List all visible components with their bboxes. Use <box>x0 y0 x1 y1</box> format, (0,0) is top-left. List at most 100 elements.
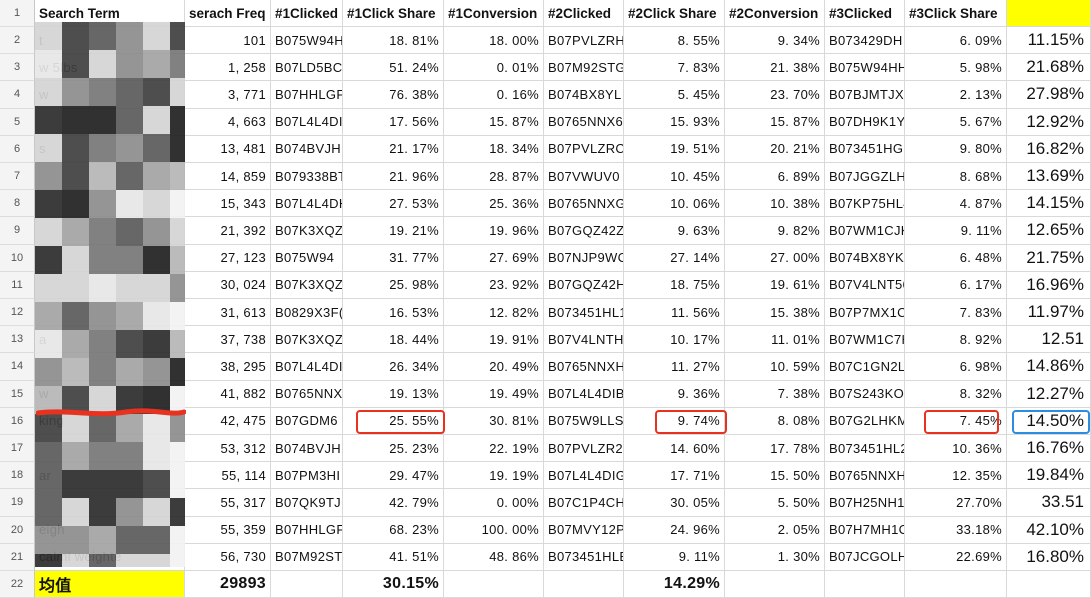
cell-c1[interactable]: B07K3XQZ <box>271 326 343 354</box>
column-header-v2[interactable]: #2Conversion <box>725 0 825 27</box>
cell-v2[interactable]: 6. 89% <box>725 163 825 191</box>
row-header[interactable]: 19 <box>0 489 35 517</box>
cell-c1[interactable]: B07GDM6 <box>271 407 343 435</box>
cell-s3[interactable]: 8. 32% <box>905 380 1007 408</box>
cell-k[interactable]: 21.68% <box>1007 54 1091 82</box>
cell-s3[interactable]: 5. 67% <box>905 108 1007 136</box>
row-header[interactable]: 12 <box>0 299 35 327</box>
cell-k[interactable]: 33.51 <box>1007 489 1091 517</box>
row-header[interactable]: 2 <box>0 27 35 55</box>
cell-s1[interactable]: 19. 21% <box>343 217 444 245</box>
column-header-c3[interactable]: #3Clicked <box>825 0 905 27</box>
cell-s2[interactable]: 15. 93% <box>624 108 725 136</box>
cell-c1[interactable]: B07L4L4DI <box>271 108 343 136</box>
cell-v2[interactable]: 15. 50% <box>725 462 825 490</box>
column-header-s3[interactable]: #3Click Share <box>905 0 1007 27</box>
cell-c1[interactable]: B07QK9TJ <box>271 489 343 517</box>
cell-v1[interactable]: 23. 92% <box>444 271 544 299</box>
cell-s2[interactable]: 10. 17% <box>624 326 725 354</box>
cell-freq[interactable]: 42, 475 <box>185 407 271 435</box>
cell-k[interactable]: 27.98% <box>1007 81 1091 109</box>
cell-v2[interactable]: 10. 59% <box>725 353 825 381</box>
cell-s3[interactable]: 7. 83% <box>905 299 1007 327</box>
cell-c1[interactable]: B0829X3F( <box>271 299 343 327</box>
cell-s1[interactable]: 27. 53% <box>343 190 444 218</box>
cell-s3[interactable]: 9. 11% <box>905 217 1007 245</box>
cell-v2[interactable]: 27. 00% <box>725 244 825 272</box>
row-header[interactable]: 3 <box>0 54 35 82</box>
cell-c3[interactable]: B07C1GN2L <box>825 353 905 381</box>
cell-k[interactable]: 16.96% <box>1007 271 1091 299</box>
row-header[interactable]: 10 <box>0 244 35 272</box>
cell-v2[interactable]: 21. 38% <box>725 54 825 82</box>
cell-c3[interactable]: B07BJMTJX <box>825 81 905 109</box>
cell-s2[interactable]: 18. 75% <box>624 271 725 299</box>
cell-freq[interactable]: 4, 663 <box>185 108 271 136</box>
cell-v1[interactable]: 18. 00% <box>444 27 544 55</box>
cell-c2[interactable]: B07L4L4DIB <box>544 380 624 408</box>
cell-s2[interactable]: 10. 45% <box>624 163 725 191</box>
cell-freq[interactable]: 55, 114 <box>185 462 271 490</box>
cell-v2[interactable]: 20. 21% <box>725 135 825 163</box>
cell-s2[interactable]: 19. 51% <box>624 135 725 163</box>
cell-c3[interactable]: B073451HL2 <box>825 435 905 463</box>
cell-v1[interactable]: 20. 49% <box>444 353 544 381</box>
column-header-s1[interactable]: #1Click Share <box>343 0 444 27</box>
cell-s1[interactable]: 21. 96% <box>343 163 444 191</box>
cell-v1[interactable]: 19. 49% <box>444 380 544 408</box>
cell-v2[interactable]: 11. 01% <box>725 326 825 354</box>
cell-c2[interactable]: B073451HL1 <box>544 299 624 327</box>
row-header[interactable]: 17 <box>0 435 35 463</box>
cell-c3[interactable]: B0765NNXH <box>825 462 905 490</box>
cell-v2[interactable]: 5. 50% <box>725 489 825 517</box>
cell-k[interactable]: 14.50% <box>1007 407 1091 435</box>
column-header-freq[interactable]: serach Freq <box>185 0 271 27</box>
cell-s2[interactable]: 14. 60% <box>624 435 725 463</box>
cell-s3[interactable]: 9. 80% <box>905 135 1007 163</box>
row-header[interactable]: 18 <box>0 462 35 490</box>
column-header-c1[interactable]: #1Clicked <box>271 0 343 27</box>
cell-s2[interactable]: 17. 71% <box>624 462 725 490</box>
cell-s3[interactable]: 5. 98% <box>905 54 1007 82</box>
cell-s1[interactable]: 26. 34% <box>343 353 444 381</box>
cell-s3[interactable]: 12. 35% <box>905 462 1007 490</box>
cell-v2[interactable]: 2. 05% <box>725 516 825 544</box>
cell-s3[interactable]: 33.18% <box>905 516 1007 544</box>
cell-c3[interactable]: B07WM1C7H <box>825 326 905 354</box>
cell-v1[interactable]: 18. 34% <box>444 135 544 163</box>
cell-k[interactable]: 16.76% <box>1007 435 1091 463</box>
row-header[interactable]: 11 <box>0 271 35 299</box>
column-header-k[interactable] <box>1007 0 1091 27</box>
cell-s1[interactable]: 18. 44% <box>343 326 444 354</box>
cell-c2[interactable]: B07GQZ42Z <box>544 217 624 245</box>
cell-s1[interactable]: 18. 81% <box>343 27 444 55</box>
cell-v1[interactable]: 22. 19% <box>444 435 544 463</box>
cell-s2[interactable]: 9. 36% <box>624 380 725 408</box>
cell-v2[interactable]: 17. 78% <box>725 435 825 463</box>
cell-freq[interactable]: 27, 123 <box>185 244 271 272</box>
cell-c1[interactable]: B07M92ST <box>271 543 343 571</box>
cell-k[interactable]: 12.27% <box>1007 380 1091 408</box>
cell-v1[interactable]: 19. 96% <box>444 217 544 245</box>
cell-c2[interactable]: B07PVLZRH <box>544 27 624 55</box>
cell-k[interactable]: 16.80% <box>1007 543 1091 571</box>
cell-k[interactable]: 12.92% <box>1007 108 1091 136</box>
cell-s1[interactable]: 17. 56% <box>343 108 444 136</box>
row-header[interactable]: 5 <box>0 108 35 136</box>
cell-c3[interactable]: B073451HGI <box>825 135 905 163</box>
cell-s1[interactable]: 76. 38% <box>343 81 444 109</box>
cell-s2[interactable]: 9. 74% <box>624 407 725 435</box>
cell-v2[interactable]: 23. 70% <box>725 81 825 109</box>
cell-s1[interactable]: 42. 79% <box>343 489 444 517</box>
row-header[interactable]: 15 <box>0 380 35 408</box>
cell-s1[interactable]: 51. 24% <box>343 54 444 82</box>
cell-c2[interactable]: B07NJP9WC <box>544 244 624 272</box>
cell-freq[interactable]: 38, 295 <box>185 353 271 381</box>
column-header-s2[interactable]: #2Click Share <box>624 0 725 27</box>
cell-s2[interactable]: 8. 55% <box>624 27 725 55</box>
cell-v1[interactable]: 12. 82% <box>444 299 544 327</box>
cell-c3[interactable]: B07H7MH1C <box>825 516 905 544</box>
cell-c1[interactable]: B07PM3HI <box>271 462 343 490</box>
cell-c3[interactable]: B07G2LHKM <box>825 407 905 435</box>
cell-k[interactable]: 13.69% <box>1007 163 1091 191</box>
